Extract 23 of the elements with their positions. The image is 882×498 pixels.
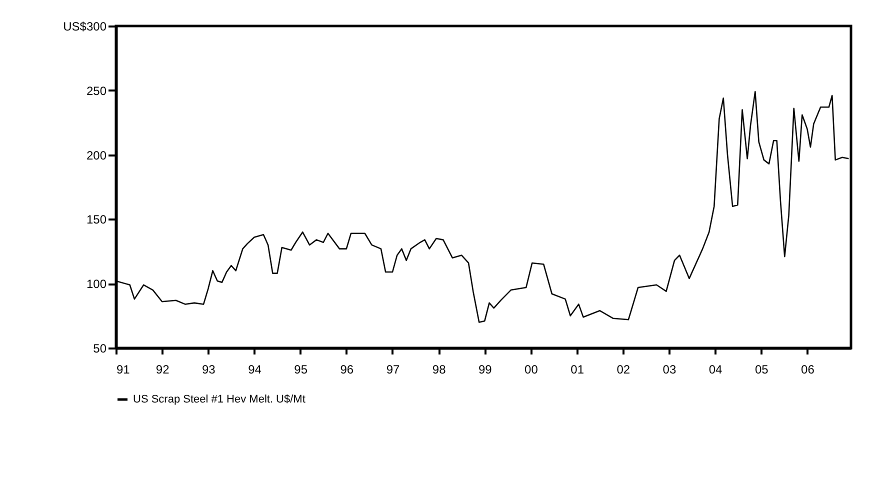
y-tick-label: 50 xyxy=(93,342,107,356)
x-tick-label: 00 xyxy=(524,362,538,376)
x-tick-label: 95 xyxy=(294,362,308,376)
x-tick-label: 98 xyxy=(432,362,446,376)
x-tick-label: 94 xyxy=(248,362,262,376)
x-tick-label: 93 xyxy=(202,362,216,376)
x-tick-label: 05 xyxy=(754,362,769,376)
y-tick-label: 100 xyxy=(86,277,107,292)
y-tick-label: US$300 xyxy=(63,20,107,34)
x-tick-label: 96 xyxy=(340,362,354,376)
y-tick-label: 200 xyxy=(86,148,107,162)
legend-label: US Scrap Steel #1 Hev Melt. U$/Mt xyxy=(133,394,306,406)
x-tick-label: 99 xyxy=(478,362,492,376)
x-tick-label: 04 xyxy=(708,362,723,376)
x-tick-label: 06 xyxy=(801,362,815,376)
y-tick-label: 150 xyxy=(86,212,107,227)
x-tick-label: 91 xyxy=(116,362,130,376)
x-tick-label: 97 xyxy=(386,362,400,376)
x-tick-label: 92 xyxy=(156,362,170,376)
x-tick-label: 03 xyxy=(662,362,676,376)
x-tick-label: 02 xyxy=(616,362,630,376)
y-tick-label: 250 xyxy=(86,84,107,98)
x-tick-label: 01 xyxy=(570,362,584,376)
